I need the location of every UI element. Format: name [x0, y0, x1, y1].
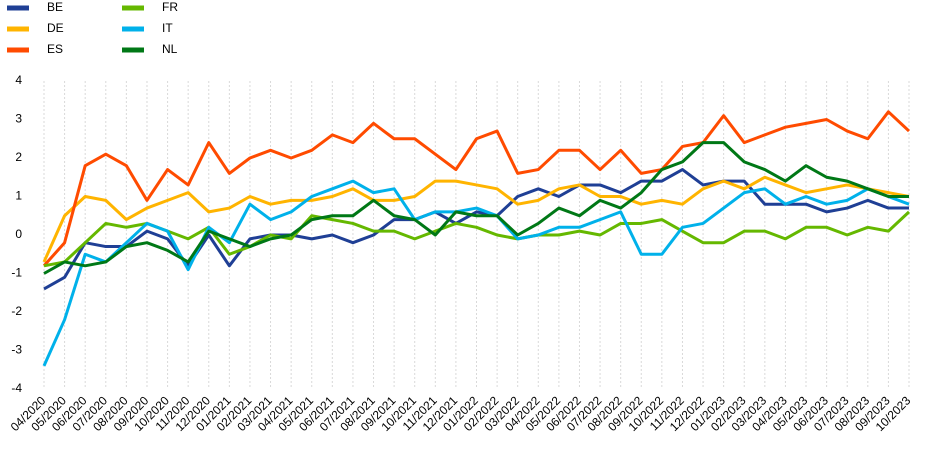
- legend-label: NL: [162, 42, 178, 56]
- y-tick-label: -2: [11, 304, 22, 318]
- y-tick-label: 3: [15, 112, 22, 126]
- y-tick-label: 2: [15, 150, 22, 164]
- series-line: [42, 175, 910, 263]
- series-line: [42, 179, 910, 367]
- y-tick-label: -1: [11, 266, 22, 280]
- y-tick-label: -3: [11, 343, 22, 357]
- y-tick-label: 1: [15, 189, 22, 203]
- y-tick-label: 4: [15, 73, 22, 87]
- series-line: [43, 141, 909, 275]
- legend-label: ES: [47, 42, 63, 56]
- y-tick-label: -4: [11, 381, 22, 395]
- y-tick-label: 0: [15, 227, 22, 241]
- legend-label: DE: [47, 21, 64, 35]
- series-line: [43, 210, 911, 268]
- legend-label: IT: [162, 21, 173, 35]
- legend-label: BE: [47, 0, 63, 14]
- series-line: [42, 110, 911, 267]
- legend-label: FR: [162, 0, 178, 14]
- series-line: [43, 168, 909, 291]
